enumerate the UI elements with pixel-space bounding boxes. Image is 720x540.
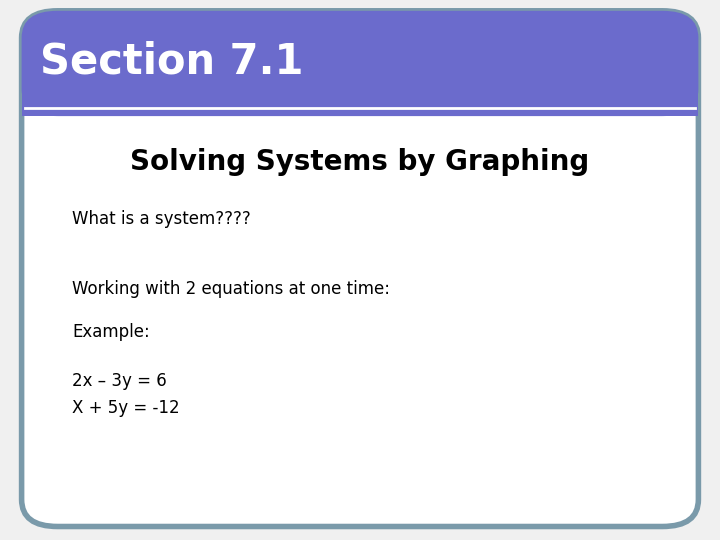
FancyBboxPatch shape <box>22 11 698 116</box>
Text: Section 7.1: Section 7.1 <box>40 40 303 82</box>
Text: Working with 2 equations at one time:: Working with 2 equations at one time: <box>72 280 390 298</box>
Text: X + 5y = -12: X + 5y = -12 <box>72 399 179 417</box>
Text: Solving Systems by Graphing: Solving Systems by Graphing <box>130 148 590 176</box>
Text: What is a system????: What is a system???? <box>72 210 251 228</box>
Bar <box>22 92 698 116</box>
FancyBboxPatch shape <box>22 11 698 526</box>
Text: 2x – 3y = 6: 2x – 3y = 6 <box>72 372 167 390</box>
Text: Example:: Example: <box>72 323 150 341</box>
